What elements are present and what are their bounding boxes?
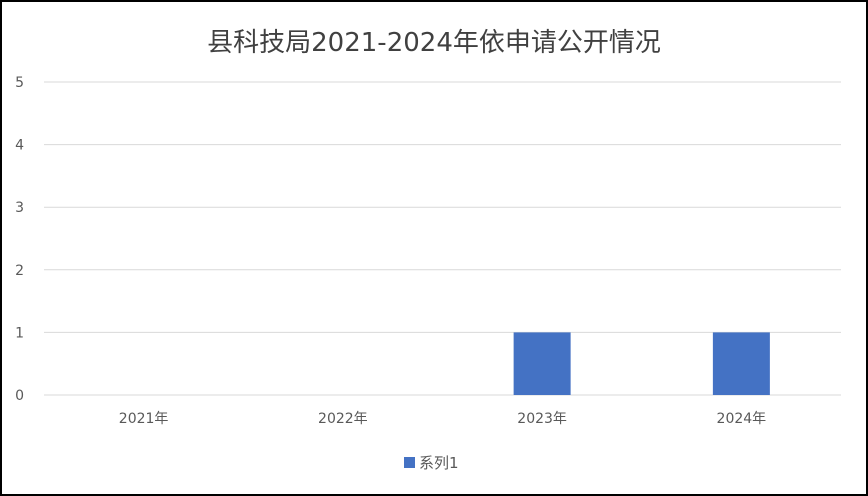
y-tick-label: 2 <box>15 263 24 279</box>
legend-label: 系列1 <box>419 454 459 472</box>
legend-swatch <box>404 457 415 468</box>
bar <box>513 332 571 395</box>
x-tick-label: 2023年 <box>517 411 567 427</box>
chart-title: 县科技局2021-2024年依申请公开情况 <box>207 28 661 58</box>
y-tick-label: 5 <box>15 75 24 91</box>
y-tick-label: 1 <box>15 325 24 341</box>
bar <box>712 332 770 395</box>
legend: 系列1 <box>404 452 459 473</box>
y-tick-label: 0 <box>15 388 24 404</box>
y-tick-label: 4 <box>15 138 24 154</box>
x-tick-label: 2024年 <box>717 411 767 427</box>
x-tick-label: 2022年 <box>318 411 368 427</box>
x-tick-label: 2021年 <box>119 411 169 427</box>
y-tick-label: 3 <box>15 200 24 216</box>
